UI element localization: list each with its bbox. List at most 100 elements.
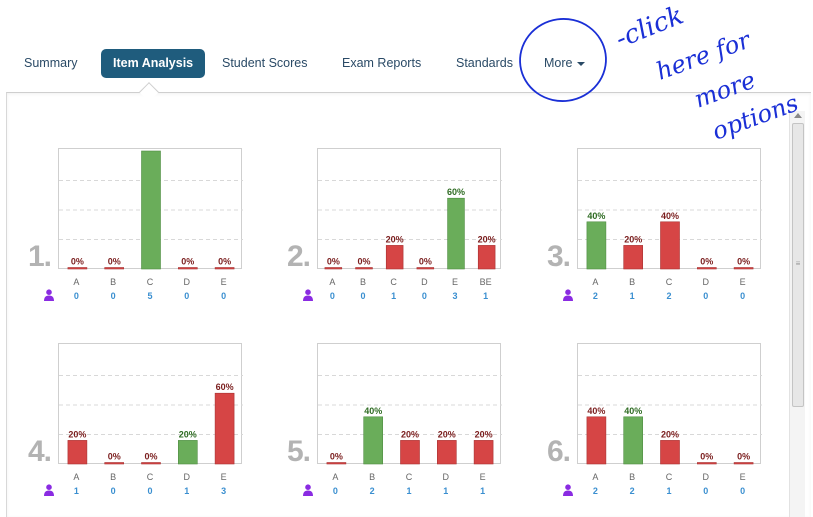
student-count-link[interactable]: 0 [703, 291, 709, 301]
student-count-link[interactable]: 3 [452, 291, 458, 301]
bar-answer-choice[interactable] [324, 267, 343, 270]
student-count-link[interactable]: 2 [592, 486, 598, 496]
bar-answer-choice[interactable] [67, 267, 88, 270]
bar-answer-choice[interactable] [623, 245, 644, 270]
bar-correct-answer[interactable] [447, 197, 465, 270]
bar-answer-choice[interactable] [104, 462, 125, 465]
student-count-link[interactable]: 0 [147, 486, 153, 496]
student-count-link[interactable]: 0 [740, 291, 746, 301]
bar-correct-answer[interactable] [363, 416, 384, 465]
answer-choice-label: E [220, 472, 227, 482]
bar-percent-label: 20% [401, 429, 419, 439]
student-count-link[interactable]: 1 [480, 486, 486, 496]
student-count-link[interactable]: 1 [73, 486, 79, 496]
bar-percent-label: 0% [181, 257, 194, 267]
bar-answer-choice[interactable] [733, 267, 754, 270]
bar-answer-choice[interactable] [214, 392, 235, 465]
answer-choice-label: C [146, 472, 154, 482]
bar-answer-choice[interactable] [104, 267, 125, 270]
bar-percent-label: 40% [364, 406, 382, 416]
answer-choice-label: D [183, 277, 191, 287]
scroll-grip-icon: ≡ [795, 259, 801, 268]
answer-choice-label: E [220, 277, 227, 287]
tab-exam-reports[interactable]: Exam Reports [342, 56, 422, 70]
bar-answer-choice[interactable] [473, 440, 494, 465]
student-count-link[interactable]: 2 [369, 486, 375, 496]
answer-choice-label: C [665, 277, 673, 287]
answer-choice-label: B [110, 277, 117, 287]
bar-percent-label: 20% [68, 429, 86, 439]
bar-percent-label: 0% [144, 452, 157, 462]
bar-answer-choice[interactable] [697, 462, 717, 465]
bar-answer-choice[interactable] [400, 440, 420, 465]
item-number: 2. [287, 240, 311, 273]
student-count-link[interactable]: 1 [406, 486, 412, 496]
answer-choice-label: A [73, 277, 80, 287]
tab-item-analysis[interactable]: Item Analysis [101, 49, 206, 78]
bar-answer-choice[interactable] [660, 440, 680, 465]
bar-percent-label: 0% [108, 452, 121, 462]
student-count-link[interactable]: 1 [483, 291, 489, 301]
student-count-link[interactable]: 0 [73, 291, 79, 301]
scroll-up-arrow-icon[interactable] [794, 113, 802, 118]
student-count-link[interactable]: 5 [147, 291, 153, 301]
item-number: 3. [547, 240, 571, 273]
student-count-link[interactable]: 0 [332, 486, 338, 496]
student-count-link[interactable]: 2 [629, 486, 635, 496]
bar-answer-choice[interactable] [385, 245, 404, 270]
bar-percent-label: 40% [661, 211, 679, 221]
student-count-link[interactable]: 0 [329, 291, 335, 301]
bar-answer-choice[interactable] [477, 245, 496, 270]
answer-choice-label: C [665, 472, 673, 482]
bar-correct-answer[interactable] [178, 440, 198, 465]
answer-choice-label: C [405, 472, 413, 482]
student-count-link[interactable]: 1 [391, 291, 397, 301]
bar-answer-choice[interactable] [697, 267, 717, 270]
bar-answer-choice[interactable] [733, 462, 754, 465]
student-count-link[interactable]: 1 [184, 486, 190, 496]
student-count-link[interactable]: 0 [221, 291, 227, 301]
bar-answer-choice[interactable] [355, 267, 373, 270]
student-count-link[interactable]: 2 [666, 291, 672, 301]
bar-answer-choice[interactable] [586, 416, 607, 465]
student-count-link[interactable]: 3 [221, 486, 227, 496]
student-count-link[interactable]: 0 [360, 291, 366, 301]
tab-more-dropdown[interactable]: More [544, 49, 586, 78]
student-icon [44, 484, 54, 496]
student-count-link[interactable]: 0 [740, 486, 746, 496]
bar-correct-answer[interactable] [141, 150, 161, 270]
student-count-link[interactable]: 0 [703, 486, 709, 496]
student-count-link[interactable]: 1 [666, 486, 672, 496]
bar-answer-choice[interactable] [214, 267, 235, 270]
tab-standards[interactable]: Standards [456, 56, 513, 70]
bar-correct-answer[interactable] [586, 221, 607, 270]
bar-answer-choice[interactable] [437, 440, 457, 465]
bar-answer-choice[interactable] [178, 267, 198, 270]
bar-percent-label: 60% [216, 382, 234, 392]
bar-answer-choice[interactable] [660, 221, 680, 270]
bar-answer-choice[interactable] [416, 267, 435, 270]
student-count-link[interactable]: 1 [443, 486, 449, 496]
item-number: 4. [28, 435, 52, 468]
bar-correct-answer[interactable] [623, 416, 644, 465]
answer-choice-label: D [183, 472, 191, 482]
student-count-link[interactable]: 0 [110, 291, 116, 301]
bar-percent-label: 20% [386, 234, 404, 244]
student-count-link[interactable]: 0 [421, 291, 427, 301]
item-chart-card: 6. A 2 B 2 C 1 D 0 E 0 40% 40% 20% 0% 0% [547, 343, 787, 503]
student-count-link[interactable]: 1 [629, 291, 635, 301]
vertical-scrollbar[interactable]: ≡ [789, 111, 805, 517]
tab-student-scores[interactable]: Student Scores [222, 56, 308, 70]
student-count-link[interactable]: 0 [110, 486, 116, 496]
answer-choice-label: E [479, 472, 486, 482]
bar-percent-label: 0% [419, 257, 432, 267]
bar-answer-choice[interactable] [67, 440, 88, 465]
bar-answer-choice[interactable] [326, 462, 347, 465]
student-count-link[interactable]: 2 [592, 291, 598, 301]
tab-summary[interactable]: Summary [24, 56, 78, 70]
student-count-link[interactable]: 0 [184, 291, 190, 301]
bar-chart-svg: 0% 0% 20% 0% 60% 20% [318, 180, 502, 270]
scrollbar-thumb[interactable]: ≡ [792, 123, 804, 407]
bar-answer-choice[interactable] [141, 462, 161, 465]
item-number: 5. [287, 435, 311, 468]
